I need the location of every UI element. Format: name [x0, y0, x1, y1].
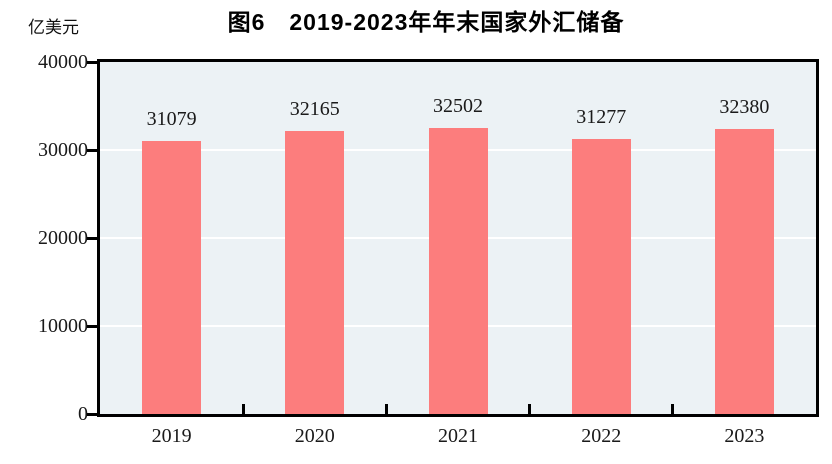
y-tick-mark [87, 324, 97, 328]
x-tick-mark [671, 404, 675, 414]
x-tick-label: 2019 [151, 425, 192, 447]
x-tick-mark [241, 404, 245, 414]
x-tick-label: 2020 [294, 425, 335, 447]
bar [285, 130, 345, 414]
y-tick-mark [87, 60, 97, 64]
bar-value-label: 32165 [289, 97, 340, 120]
y-tick-label: 0 [78, 403, 88, 425]
bar-value-label: 32380 [719, 96, 770, 119]
y-tick-label: 30000 [38, 139, 88, 161]
bar [714, 129, 774, 414]
bar [142, 140, 202, 414]
y-tick-label: 40000 [38, 51, 88, 73]
bar [428, 127, 488, 414]
bar-value-label: 32502 [433, 94, 483, 117]
x-tick-mark [528, 404, 532, 414]
bar-value-label: 31079 [146, 107, 197, 130]
bar-value-label: 31277 [576, 105, 627, 128]
x-tick-mark [384, 404, 388, 414]
bar [571, 138, 631, 414]
x-tick-label: 2021 [438, 425, 478, 447]
x-tick-label: 2022 [581, 425, 622, 447]
y-tick-label: 20000 [38, 227, 88, 249]
y-tick-mark [87, 412, 97, 416]
x-tick-label: 2023 [724, 425, 765, 447]
y-axis-unit-label: 亿美元 [28, 18, 79, 37]
y-tick-mark [87, 148, 97, 152]
chart-title: 图6 2019-2023年年末国家外汇储备 [227, 9, 625, 35]
y-tick-label: 10000 [38, 315, 88, 337]
y-tick-mark [87, 236, 97, 240]
plot-area: 31079 32165 32502 31277 32380 [97, 59, 819, 417]
